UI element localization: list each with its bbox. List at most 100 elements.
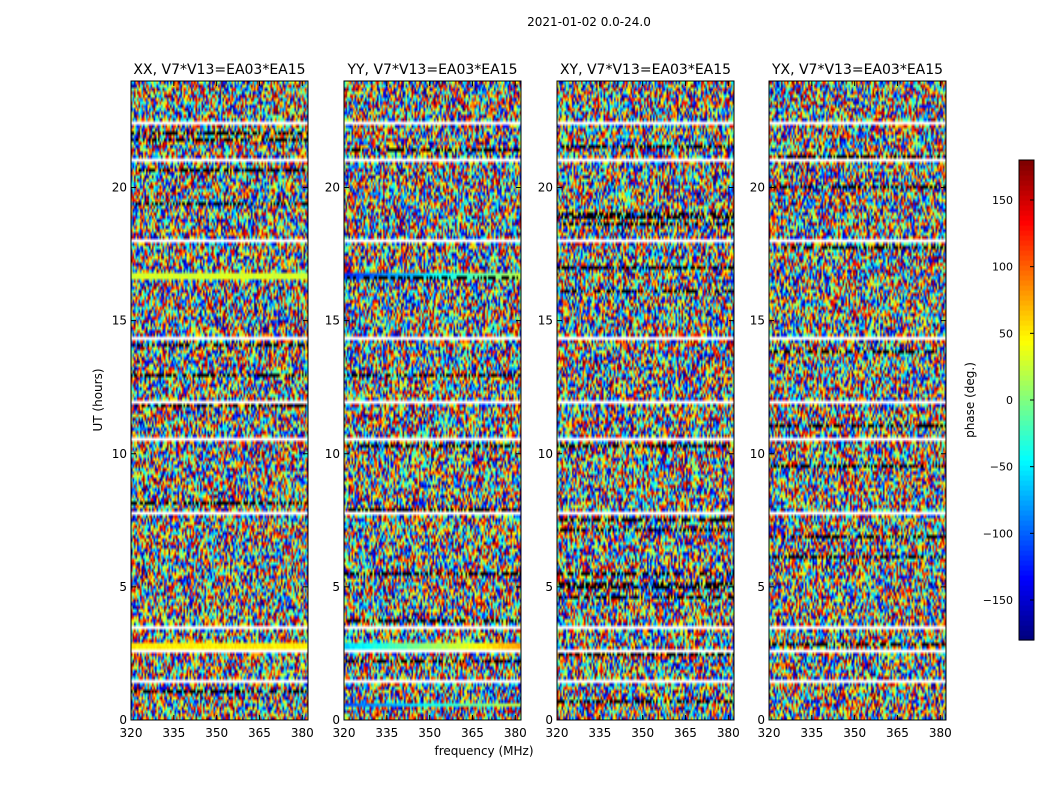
colorbar-segment [1019,165,1034,171]
colorbar-segment [1019,635,1034,641]
y-tick-label: 20 [538,181,553,195]
colorbar-segment [1019,255,1034,261]
colorbar-segment [1019,300,1034,306]
x-tick-label: 350 [205,726,228,740]
panel-title: XY, V7*V13=EA03*EA15 [560,62,731,78]
colorbar-segment [1019,315,1034,321]
colorbar-segment [1019,395,1034,401]
y-tick-label: 15 [325,314,340,328]
colorbar-tick-label: 100 [992,261,1013,274]
x-tick-label: 335 [162,726,185,740]
x-tick-label: 320 [758,726,781,740]
colorbar-segment [1019,330,1034,336]
colorbar-segment [1019,215,1034,221]
y-tick-label: 20 [112,181,127,195]
colorbar-segment [1019,170,1034,176]
colorbar-segment [1019,295,1034,301]
colorbar-segment [1019,555,1034,561]
colorbar-segment [1019,275,1034,281]
colorbar-tick-label: −50 [990,461,1013,474]
colorbar-segment [1019,420,1034,426]
colorbar-segment [1019,410,1034,416]
colorbar-segment [1019,425,1034,431]
y-tick-label: 20 [325,181,340,195]
y-tick-label: 5 [757,580,765,594]
colorbar-segment [1019,345,1034,351]
x-tick-label: 380 [929,726,952,740]
panel-title: XX, V7*V13=EA03*EA15 [133,62,305,78]
colorbar-segment [1019,460,1034,466]
x-tick-label: 380 [504,726,527,740]
panel-title: YY, V7*V13=EA03*EA15 [346,62,517,78]
x-tick-label: 320 [333,726,356,740]
colorbar-segment [1019,185,1034,191]
colorbar-segment [1019,605,1034,611]
colorbar-segment [1019,180,1034,186]
colorbar-segment [1019,350,1034,356]
colorbar-segment [1019,525,1034,531]
colorbar-segment [1019,220,1034,226]
colorbar-segment [1019,540,1034,546]
colorbar-segment [1019,630,1034,636]
x-tick-label: 380 [717,726,740,740]
colorbar-segment [1019,485,1034,491]
phase-raster [769,81,946,720]
y-tick-label: 10 [538,447,553,461]
x-tick-label: 320 [120,726,143,740]
y-tick-label: 15 [112,314,127,328]
panel-frame [343,80,522,721]
colorbar-segment [1019,325,1034,331]
colorbar-segment [1019,320,1034,326]
colorbar-segment [1019,380,1034,386]
colorbar-segment [1019,355,1034,361]
colorbar-segment [1019,505,1034,511]
y-tick-label: 0 [757,713,765,727]
colorbar-segment [1019,490,1034,496]
phase-raster [557,81,734,720]
colorbar-segment [1019,290,1034,296]
colorbar-segment [1019,500,1034,506]
colorbar-segment [1019,205,1034,211]
y-axis-label: UT (hours) [91,368,105,431]
colorbar-segment [1019,470,1034,476]
colorbar-segment [1019,445,1034,451]
x-tick-label: 350 [418,726,441,740]
colorbar-segment [1019,455,1034,461]
panel-frame [556,80,735,721]
colorbar-segment [1019,415,1034,421]
colorbar-segment [1019,245,1034,251]
panel-xx: XX, V7*V13=EA03*EA15 320 335 350 365 380 0 5 10 1… [112,62,314,740]
colorbar-segment [1019,545,1034,551]
y-tick-label: 10 [112,447,127,461]
colorbar-segment [1019,465,1034,471]
x-tick-label: 365 [886,726,909,740]
x-tick-label: 335 [588,726,611,740]
colorbar-segment [1019,495,1034,501]
colorbar-tick-label: −100 [983,527,1013,540]
y-tick-label: 5 [332,580,340,594]
colorbar-segment [1019,305,1034,311]
colorbar-segment [1019,375,1034,381]
colorbar-segment [1019,535,1034,541]
colorbar-tick-label: 150 [992,194,1013,207]
colorbar-segment [1019,200,1034,206]
colorbar-segment [1019,265,1034,271]
x-tick-label: 335 [800,726,823,740]
y-tick-label: 0 [332,713,340,727]
colorbar-tick-label: −150 [983,594,1013,607]
phase-raster [131,81,308,720]
colorbar-segment [1019,550,1034,556]
colorbar-segment [1019,575,1034,581]
colorbar-segment [1019,285,1034,291]
y-tick-label: 15 [750,314,765,328]
x-tick-label: 365 [461,726,484,740]
colorbar-tick-label: 50 [999,327,1013,340]
colorbar-tick-label: 0 [1006,394,1013,407]
y-tick-label: 0 [545,713,553,727]
colorbar-segment [1019,585,1034,591]
colorbar-segment [1019,235,1034,241]
colorbar-segment [1019,225,1034,231]
x-tick-label: 350 [631,726,654,740]
colorbar-segment [1019,195,1034,201]
